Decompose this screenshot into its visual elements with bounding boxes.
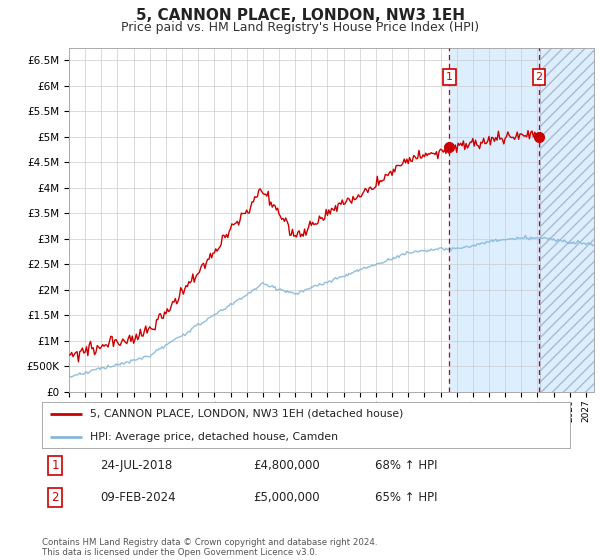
Text: £5,000,000: £5,000,000 (253, 491, 320, 504)
Text: 1: 1 (52, 459, 59, 472)
Bar (449, 48, 594, 392)
Text: 09-FEB-2024: 09-FEB-2024 (100, 491, 176, 504)
Text: £4,800,000: £4,800,000 (253, 459, 320, 472)
Text: 65% ↑ HPI: 65% ↑ HPI (374, 491, 437, 504)
Text: 68% ↑ HPI: 68% ↑ HPI (374, 459, 437, 472)
Text: Contains HM Land Registry data © Crown copyright and database right 2024.
This d: Contains HM Land Registry data © Crown c… (42, 538, 377, 557)
Text: 1: 1 (446, 72, 453, 82)
Text: 2: 2 (52, 491, 59, 504)
Text: 5, CANNON PLACE, LONDON, NW3 1EH: 5, CANNON PLACE, LONDON, NW3 1EH (136, 8, 464, 24)
Text: 24-JUL-2018: 24-JUL-2018 (100, 459, 172, 472)
Text: 2: 2 (536, 72, 542, 82)
Text: 5, CANNON PLACE, LONDON, NW3 1EH (detached house): 5, CANNON PLACE, LONDON, NW3 1EH (detach… (89, 409, 403, 418)
Bar (540, 48, 594, 392)
Text: HPI: Average price, detached house, Camden: HPI: Average price, detached house, Camd… (89, 432, 338, 441)
Text: Price paid vs. HM Land Registry's House Price Index (HPI): Price paid vs. HM Land Registry's House … (121, 21, 479, 34)
